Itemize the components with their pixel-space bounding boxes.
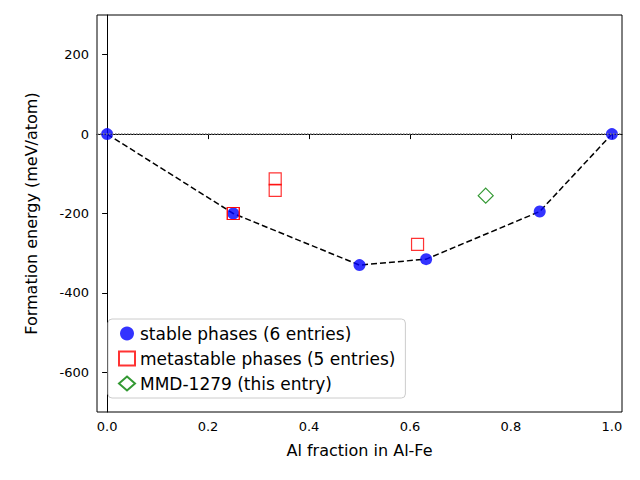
svg-text:metastable phases (5 entries): metastable phases (5 entries) [140, 349, 395, 369]
svg-text:0.8: 0.8 [501, 419, 522, 434]
svg-text:MMD-1279 (this entry): MMD-1279 (this entry) [140, 374, 332, 394]
svg-text:0.4: 0.4 [299, 419, 320, 434]
svg-text:stable phases (6 entries): stable phases (6 entries) [140, 324, 351, 344]
svg-text:Al fraction in Al-Fe: Al fraction in Al-Fe [286, 441, 432, 460]
svg-text:0: 0 [81, 127, 89, 142]
svg-text:-400: -400 [59, 285, 89, 300]
svg-text:-200: -200 [59, 206, 89, 221]
svg-text:0.0: 0.0 [97, 419, 118, 434]
svg-text:0.2: 0.2 [198, 419, 219, 434]
svg-text:0.6: 0.6 [400, 419, 421, 434]
svg-text:-600: -600 [59, 365, 89, 380]
svg-text:200: 200 [64, 47, 89, 62]
svg-text:Formation energy (meV/atom): Formation energy (meV/atom) [22, 92, 41, 334]
svg-text:1.0: 1.0 [602, 419, 623, 434]
